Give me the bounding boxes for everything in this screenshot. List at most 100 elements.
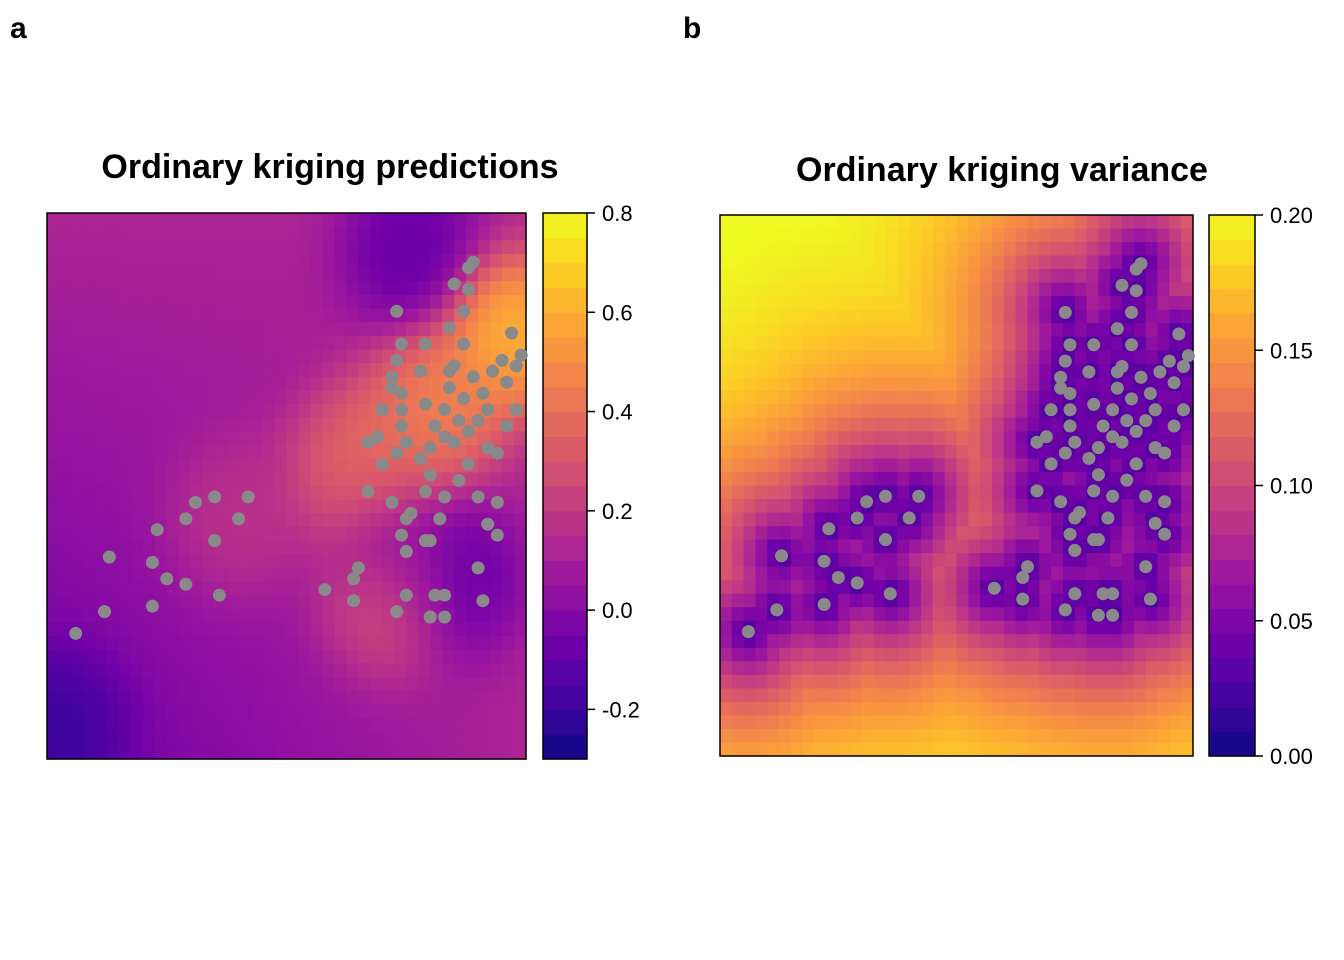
chart-a-cell <box>130 390 144 405</box>
chart-b-cell <box>1086 512 1099 527</box>
chart-b-cell <box>1181 296 1194 311</box>
chart-b-cell <box>1157 296 1170 311</box>
chart-b-cell <box>720 634 733 649</box>
chart-b-cell <box>873 323 887 338</box>
chart-a-cell <box>238 390 252 405</box>
chart-a-cell <box>178 622 192 637</box>
chart-b-cell <box>790 269 804 284</box>
chart-a-cell <box>238 294 252 310</box>
chart-b-cell <box>743 471 757 487</box>
chart-b-cell <box>767 620 780 635</box>
chart-a-cell <box>514 281 527 296</box>
chart-b-cell <box>1169 566 1182 581</box>
chart-a-cell <box>274 240 288 255</box>
chart-b-cell <box>826 688 839 703</box>
chart-b-cell <box>802 309 816 324</box>
chart-b-cell <box>1039 701 1052 717</box>
chart-a-cell <box>130 431 144 446</box>
chart-b-colorbar-swatch <box>1209 534 1255 560</box>
chart-a-cell <box>334 349 347 364</box>
chart-b-cell <box>1027 215 1040 230</box>
chart-b-sample-point <box>1134 370 1148 384</box>
chart-b-sample-point <box>1063 387 1077 400</box>
chart-a-cell <box>322 335 335 351</box>
chart-a-cell <box>118 472 132 487</box>
chart-b-cell <box>1133 701 1147 717</box>
chart-b-cell <box>968 363 981 378</box>
chart-a-cell <box>70 417 84 432</box>
chart-a-cell <box>502 731 515 746</box>
chart-b-cell <box>1015 499 1029 514</box>
chart-b-cell <box>991 674 1005 689</box>
chart-b-title: Ordinary kriging variance <box>796 151 1208 189</box>
chart-a-cell <box>178 390 192 405</box>
chart-a-cell <box>70 608 84 624</box>
chart-a-cell <box>250 294 264 310</box>
chart-a-cell <box>346 677 359 692</box>
chart-b-cell <box>1003 350 1017 365</box>
chart-a-cell <box>190 363 204 378</box>
chart-a-colorbar-tick-label: -0.2 <box>602 697 640 722</box>
chart-b-cell <box>779 485 792 500</box>
chart-b-cell <box>1051 688 1064 703</box>
chart-b-colorbar-swatch <box>1209 559 1255 585</box>
chart-a-cell <box>334 636 347 651</box>
chart-a-cell <box>286 677 300 692</box>
chart-a-cell <box>334 335 347 351</box>
chart-a-cell <box>442 294 455 310</box>
chart-a-cell <box>322 649 335 665</box>
chart-b-cell <box>1133 620 1147 635</box>
chart-a-cell <box>514 649 527 665</box>
chart-a-cell <box>514 690 527 705</box>
chart-a-sample-point <box>150 523 164 537</box>
chart-b-colorbar-swatch <box>1209 510 1255 536</box>
chart-a-cell <box>274 540 288 555</box>
chart-a-cell <box>118 513 132 528</box>
chart-a-cell <box>106 431 120 446</box>
chart-b-cell <box>921 634 934 649</box>
chart-b-sample-point <box>1153 365 1167 379</box>
chart-a-cell <box>466 226 479 241</box>
chart-b-cell <box>921 688 934 703</box>
chart-b-cell <box>921 390 934 405</box>
chart-b-cell <box>932 512 946 527</box>
chart-a-cell <box>130 417 144 432</box>
chart-a-cell <box>226 281 240 296</box>
chart-b-cell <box>1169 444 1182 460</box>
chart-a-cell <box>418 226 431 241</box>
chart-a-cell <box>70 335 84 351</box>
chart-b-cell <box>956 228 969 243</box>
chart-b-cell <box>909 242 922 257</box>
chart-b-cell <box>838 458 851 473</box>
chart-b-cell <box>1157 458 1170 473</box>
chart-a-cell <box>430 390 443 405</box>
chart-a-cell <box>238 335 252 351</box>
chart-b-cell <box>743 458 757 473</box>
chart-a-cell <box>166 213 180 228</box>
chart-b-cell <box>790 553 804 568</box>
chart-a-cell <box>58 690 72 705</box>
chart-b-cell <box>1003 553 1017 568</box>
chart-b-cell <box>802 566 816 581</box>
chart-b-cell <box>1086 688 1099 703</box>
chart-b-colorbar-tick-label: 0.05 <box>1270 609 1313 634</box>
chart-a-cell <box>382 554 395 569</box>
chart-a-cell <box>454 636 467 651</box>
chart-b-cell <box>980 444 993 460</box>
chart-b-cell <box>1074 701 1088 717</box>
chart-a-cell <box>47 294 60 310</box>
chart-a-cell <box>382 213 395 228</box>
chart-a-cell <box>130 690 144 705</box>
chart-b-cell <box>1039 309 1052 324</box>
chart-b-cell <box>897 607 910 622</box>
chart-a-cell <box>370 363 383 378</box>
chart-a-cell <box>466 472 479 487</box>
chart-a-cell <box>430 745 443 760</box>
chart-a-cell <box>358 226 371 241</box>
chart-a-cell <box>166 595 180 610</box>
chart-a-cell <box>442 745 455 760</box>
chart-a-cell <box>322 404 335 419</box>
chart-a-colorbar-swatch <box>543 709 587 735</box>
chart-b-sample-point <box>987 581 1001 595</box>
chart-a-cell <box>418 595 431 610</box>
